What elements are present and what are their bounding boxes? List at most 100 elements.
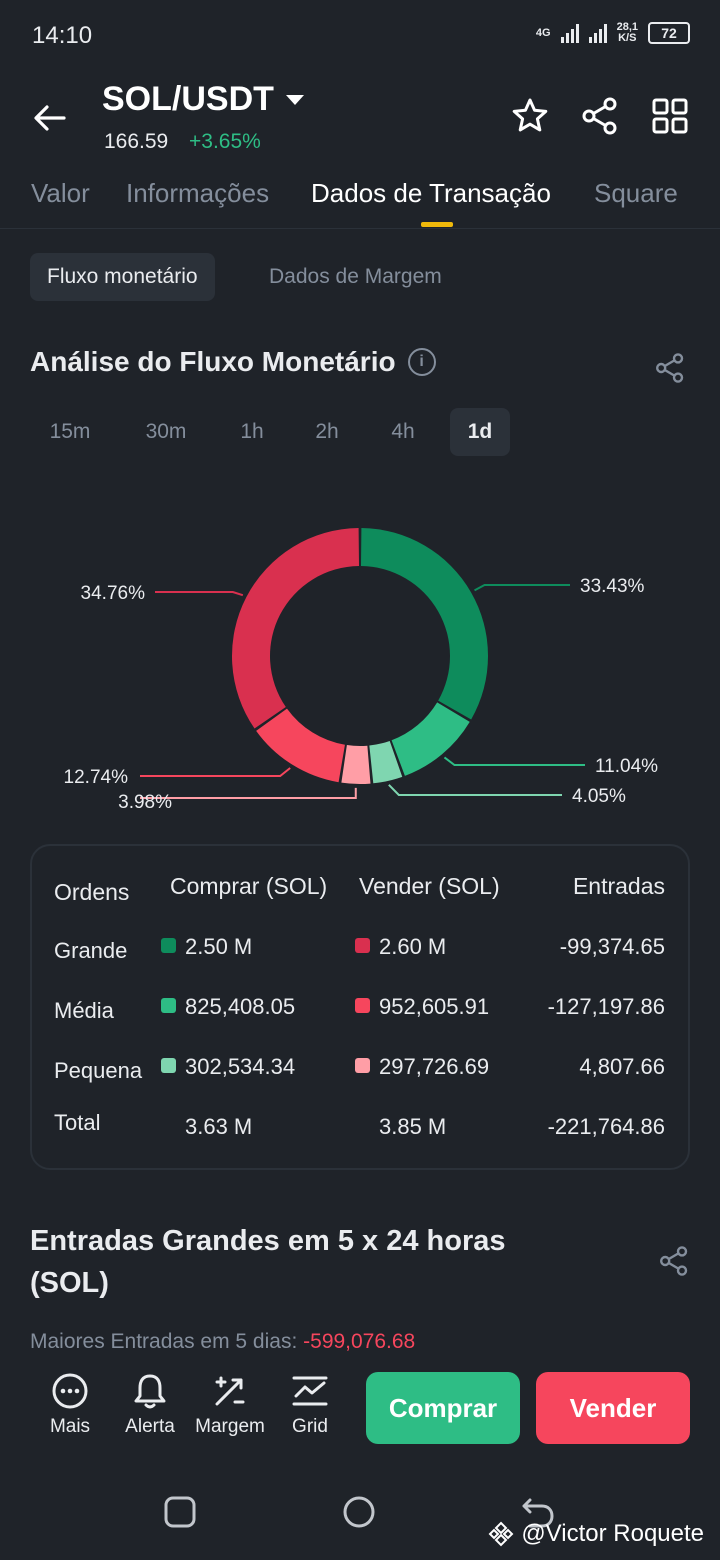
pair-selector[interactable]: SOL/USDT xyxy=(102,80,304,119)
tab-valor[interactable]: Valor xyxy=(31,178,90,208)
timeframe-15m[interactable]: 15m xyxy=(49,420,91,443)
buy-grande: 2.50 M xyxy=(161,934,252,960)
net-total: -221,764.86 xyxy=(547,1114,665,1139)
star-icon[interactable] xyxy=(510,96,550,136)
watermark: @Victor Roquete xyxy=(487,1520,704,1548)
donut-leader-line xyxy=(388,784,562,796)
sell-pequena-value: 297,726.69 xyxy=(379,1054,490,1079)
sell-button[interactable]: Vender xyxy=(536,1372,690,1444)
col-header-vender: Vender (SOL) xyxy=(359,873,500,899)
donut-leader-line xyxy=(443,756,585,766)
tab-square[interactable]: Square xyxy=(594,178,678,208)
timeframe-1d[interactable]: 1d xyxy=(450,408,510,456)
donut-leader-line xyxy=(140,787,357,799)
buy-color-swatch xyxy=(161,1058,176,1073)
active-tab-indicator xyxy=(421,222,453,227)
bottom-item-label: Grid xyxy=(292,1416,328,1437)
section-title: Análise do Fluxo Monetário i xyxy=(30,346,436,378)
network-speed: 28,1 K/S xyxy=(617,22,638,44)
bottom-item-alerta[interactable]: Alerta xyxy=(110,1372,190,1438)
sell-media: 952,605.91 xyxy=(355,994,489,1020)
col-header-entradas: Entradas xyxy=(572,873,665,899)
donut-slice-label: 3.98% xyxy=(118,792,172,813)
watermark-text: @Victor Roquete xyxy=(521,1520,704,1547)
donut-slice xyxy=(256,708,345,783)
sell-pequena: 297,726.69 xyxy=(355,1054,489,1080)
donut-slice xyxy=(360,528,488,720)
battery-icon: 72 xyxy=(648,22,690,44)
summary-value: -599,076.68 xyxy=(303,1330,416,1353)
donut-slice xyxy=(391,702,470,776)
status-time: 14:10 xyxy=(32,22,93,49)
col-header-comprar: Comprar (SOL) xyxy=(170,873,328,899)
donut-slice-label: 12.74% xyxy=(64,767,129,788)
signal-icon xyxy=(560,23,579,43)
timeframe-4h[interactable]: 4h xyxy=(391,420,415,443)
donut-slice-label: 4.05% xyxy=(572,786,626,807)
more-icon xyxy=(52,1373,88,1409)
big-inflows-summary: Maiores Entradas em 5 dias: -599,076.68 xyxy=(30,1330,415,1354)
last-price: 166.59 xyxy=(104,130,169,153)
recent-apps-icon[interactable] xyxy=(163,1495,197,1529)
layout-grid-icon[interactable] xyxy=(650,96,690,136)
buy-color-swatch xyxy=(161,998,176,1013)
buy-pequena-value: 302,534.34 xyxy=(185,1054,296,1079)
net-media: -127,197.86 xyxy=(547,994,665,1019)
status-indicators: 4G 28,1 K/S 72 xyxy=(536,22,690,44)
buy-button[interactable]: Comprar xyxy=(366,1372,520,1444)
back-arrow-icon[interactable] xyxy=(30,98,70,138)
bottom-item-label: Mais xyxy=(49,1416,91,1437)
margin-icon xyxy=(215,1376,245,1406)
pair-name: SOL/USDT xyxy=(102,80,274,118)
bell-icon xyxy=(134,1374,166,1409)
sell-color-swatch xyxy=(355,998,370,1013)
share-icon[interactable] xyxy=(658,1245,690,1277)
sell-grande-value: 2.60 M xyxy=(379,934,447,959)
share-icon[interactable] xyxy=(580,96,620,136)
signal-icon-2 xyxy=(588,23,607,43)
bottom-item-mais[interactable]: Mais xyxy=(30,1372,110,1438)
timeframe-30m[interactable]: 30m xyxy=(145,420,187,443)
buy-media-value: 825,408.05 xyxy=(185,994,296,1019)
home-icon[interactable] xyxy=(342,1495,376,1529)
info-icon[interactable]: i xyxy=(407,348,436,376)
timeframe-1h[interactable]: 1h xyxy=(240,420,264,443)
money-flow-table xyxy=(30,844,690,1170)
buy-media: 825,408.05 xyxy=(161,994,295,1020)
net-pequena: 4,807.66 xyxy=(579,1054,665,1079)
buy-grande-value: 2.50 M xyxy=(185,934,253,959)
tab-informacoes[interactable]: Informações xyxy=(126,178,270,208)
speed-unit: K/S xyxy=(618,32,637,44)
segment-fluxo-monetario[interactable]: Fluxo monetário xyxy=(30,253,215,301)
donut-leader-line xyxy=(155,591,244,597)
donut-slice xyxy=(232,528,360,729)
donut-leader-line xyxy=(474,584,570,592)
donut-slice-label: 34.76% xyxy=(81,583,146,604)
buy-color-swatch xyxy=(161,938,176,953)
network-type: 4G xyxy=(535,26,551,39)
col-header-ordens: Ordens xyxy=(54,879,130,905)
bottom-item-label: Alerta xyxy=(125,1416,175,1437)
sell-color-swatch xyxy=(355,1058,370,1073)
donut-slice xyxy=(341,745,371,784)
bottom-item-grid[interactable]: Grid xyxy=(270,1372,350,1438)
back-nav-icon[interactable] xyxy=(520,1495,556,1529)
buy-pequena: 302,534.34 xyxy=(161,1054,295,1080)
sell-color-swatch xyxy=(355,938,370,953)
share-icon[interactable] xyxy=(654,352,686,384)
segment-dados-margem[interactable]: Dados de Margem xyxy=(269,265,442,288)
buy-total: 3.63 M xyxy=(185,1114,253,1139)
sell-grande: 2.60 M xyxy=(355,934,446,960)
donut-slice-label: 11.04% xyxy=(595,756,658,777)
tab-dados-transacao[interactable]: Dados de Transação xyxy=(311,178,551,208)
donut-slice xyxy=(369,740,403,784)
timeframe-2h[interactable]: 2h xyxy=(315,420,339,443)
summary-label: Maiores Entradas em 5 dias: xyxy=(30,1330,298,1353)
big-inflows-title: Entradas Grandes em 5 x 24 horas (SOL) xyxy=(30,1225,506,1299)
chevron-down-icon xyxy=(285,94,304,105)
main-tabs: Valor Informações Dados de Transação Squ… xyxy=(0,172,720,229)
sell-media-value: 952,605.91 xyxy=(379,994,490,1019)
binance-logo-icon xyxy=(488,1521,514,1547)
row-label-pequena: Pequena xyxy=(54,1058,143,1083)
bottom-item-margem[interactable]: Margem xyxy=(190,1372,270,1438)
